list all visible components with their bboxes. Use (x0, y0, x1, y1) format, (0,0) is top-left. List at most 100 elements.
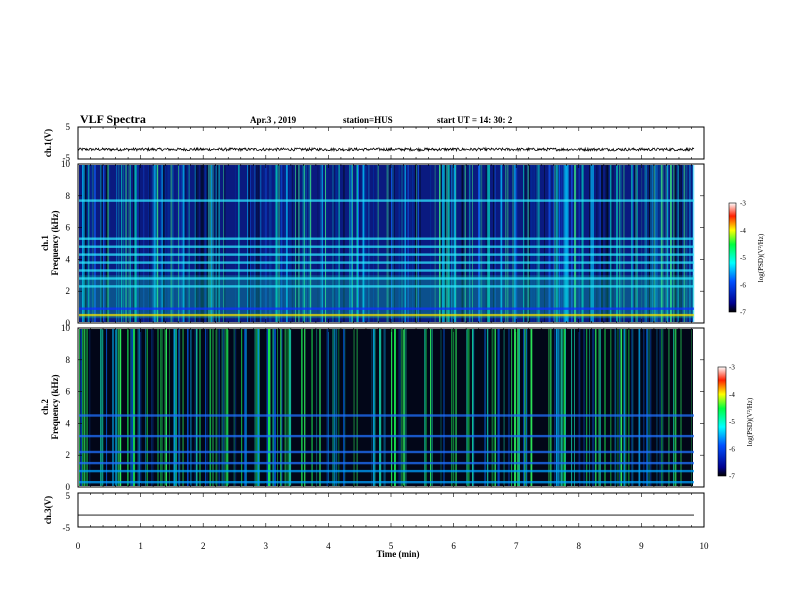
colorbar-tick-label: -7 (729, 473, 735, 481)
spectrogram-streak (250, 165, 251, 322)
spectrogram-streak (85, 165, 88, 322)
spectrogram-streak (89, 329, 91, 486)
spectrogram-streak (148, 165, 150, 322)
spectrogram-streak (86, 165, 89, 322)
spectrogram-streak (439, 165, 441, 322)
spectrogram-streak (163, 165, 165, 322)
spectrogram-streak (461, 165, 464, 322)
spectrogram-streak (464, 165, 466, 322)
spectrogram-streak (325, 165, 326, 322)
spectrogram-streak (343, 329, 345, 486)
ch1-ytick-bottom: -5 (63, 153, 71, 163)
spectrogram-band (79, 461, 694, 465)
spectrogram-streak (559, 165, 560, 322)
spectrogram-streak (221, 329, 224, 486)
spectrogram-streak (179, 165, 181, 322)
spectrogram-streak (506, 165, 509, 322)
spectrogram-streak (656, 165, 659, 322)
spectrogram-streak (383, 329, 386, 486)
spectrogram-streak (298, 165, 300, 322)
spectrogram-streak (515, 165, 517, 322)
spectrogram-streak (284, 165, 286, 322)
y-tick-label: 8 (66, 191, 71, 201)
spectrogram-streak (478, 165, 480, 322)
spectrogram-streak (374, 329, 376, 486)
y-tick-label: 4 (66, 254, 71, 264)
spectrogram-streak (557, 165, 559, 322)
spectrogram-streak (118, 165, 120, 322)
spectrogram-band (79, 237, 694, 240)
spectrogram-streak (257, 165, 260, 322)
y-tick-label: 8 (66, 355, 71, 365)
spectrogram-streak (365, 165, 367, 322)
spectrogram-streak (554, 329, 556, 486)
spectrogram-streak (295, 165, 296, 322)
spectrogram-streak (196, 165, 198, 322)
ch2-spectrogram-panel: 0 2 4 6 8 10 ch.2 Frequency (kHz) (40, 323, 705, 492)
spectrogram-band (79, 261, 694, 264)
spectrogram-streak (178, 329, 180, 486)
spectrogram-streak (611, 165, 614, 322)
spectrogram-streak (133, 165, 134, 322)
spectrogram-streak (359, 165, 361, 322)
spectrogram-streak (571, 329, 573, 486)
spectrogram-streak (673, 329, 674, 486)
spectrogram-streak (211, 165, 213, 322)
spectrogram-streak (292, 165, 294, 322)
ch1-waveform-xticks (77, 127, 705, 159)
spectrogram-streak (401, 165, 403, 322)
spectrogram-streak (440, 165, 442, 322)
spectrogram-streak (304, 165, 305, 322)
spectrogram-streak (259, 329, 260, 486)
spectrogram-streak (235, 165, 236, 322)
spectrogram-streak (274, 165, 277, 322)
spectrogram-streak (154, 165, 156, 322)
spectrogram-streak (556, 329, 558, 486)
spectrogram-streak (205, 329, 206, 486)
ch3-waveform-ylabel: ch.3(V) (43, 496, 53, 524)
spectrogram-streak (376, 165, 378, 322)
spectrogram-streak (646, 329, 648, 486)
x-axis-tick-labels: 0 1 2 3 4 5 6 7 8 9 10 (76, 541, 709, 551)
spectrogram-streak (494, 329, 496, 486)
spectrogram-streak (425, 329, 427, 486)
spectrogram-streak (289, 329, 292, 486)
spectrogram-streak (272, 329, 274, 486)
spectrogram-streak (164, 165, 166, 322)
spectrogram-streak (455, 329, 457, 486)
spectrogram-streak (109, 165, 111, 322)
spectrogram-streak (556, 165, 558, 322)
spectrogram-streak (311, 329, 313, 486)
spectrogram-streak (130, 165, 131, 322)
spectrogram-streak (619, 329, 621, 486)
spectrogram-streak (140, 329, 142, 486)
spectrogram-streak (332, 329, 334, 486)
spectrogram-streak (145, 329, 146, 486)
spectrogram-streak (485, 165, 488, 322)
spectrogram-streak (116, 329, 118, 486)
spectrogram-streak (212, 165, 214, 322)
spectrogram-streak (187, 165, 188, 322)
spectrogram-streak (281, 329, 283, 486)
spectrogram-streak (119, 329, 122, 486)
spectrogram-streak (215, 165, 218, 322)
spectrogram-streak (623, 165, 625, 322)
spectrogram-streak (607, 165, 609, 322)
spectrogram-band (79, 307, 694, 310)
spectrogram-streak (368, 165, 370, 322)
ch1-colorbar-label: log(PSD)(V²/Hz) (757, 233, 765, 282)
spectrogram-streak (214, 165, 216, 322)
spectrogram-band (79, 277, 694, 280)
spectrogram-streak (202, 165, 204, 322)
spectrogram-streak (487, 165, 490, 322)
spectrogram-streak (667, 165, 669, 322)
spectrogram-streak (443, 165, 446, 322)
spectrogram-streak (493, 165, 495, 322)
spectrogram-streak (215, 329, 218, 486)
spectrogram-streak (316, 329, 318, 486)
x-axis-label: Time (min) (376, 549, 419, 559)
spectrogram-streak (217, 165, 219, 322)
spectrogram-streak (455, 165, 457, 322)
start-time-label: start UT = 14: 30: 2 (437, 115, 513, 125)
spectrogram-streak (134, 165, 137, 322)
